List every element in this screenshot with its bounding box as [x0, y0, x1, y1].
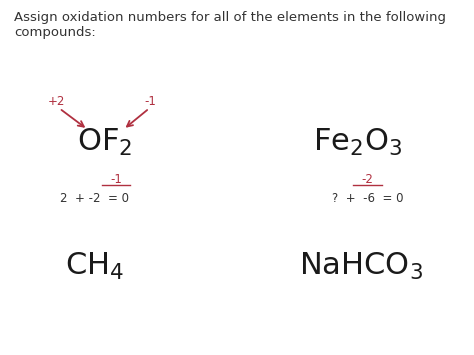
Text: -1: -1 [145, 95, 156, 108]
Text: $\mathregular{Fe_2O_3}$: $\mathregular{Fe_2O_3}$ [313, 126, 402, 158]
Text: 2  + -2  = 0: 2 + -2 = 0 [60, 192, 129, 204]
Text: +2: +2 [47, 95, 65, 108]
Text: -1: -1 [110, 173, 122, 186]
Text: ?  +  -6  = 0: ? + -6 = 0 [332, 192, 403, 204]
Text: $\mathregular{OF_2}$: $\mathregular{OF_2}$ [77, 126, 132, 158]
Text: $\mathregular{NaHCO_3}$: $\mathregular{NaHCO_3}$ [299, 251, 422, 282]
Text: $\mathregular{CH_4}$: $\mathregular{CH_4}$ [65, 251, 124, 282]
Text: -2: -2 [361, 173, 374, 186]
Text: Assign oxidation numbers for all of the elements in the following
compounds:: Assign oxidation numbers for all of the … [14, 11, 446, 39]
